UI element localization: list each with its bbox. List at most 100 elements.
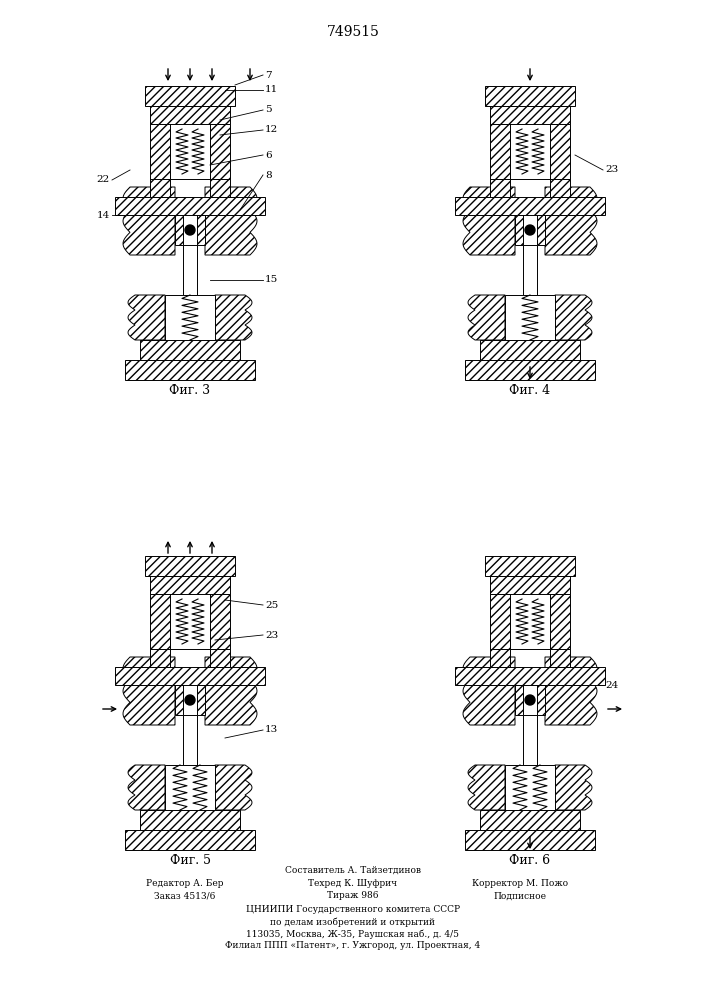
Polygon shape xyxy=(183,245,197,295)
Polygon shape xyxy=(210,594,230,649)
Polygon shape xyxy=(550,594,570,649)
Polygon shape xyxy=(537,215,545,245)
Polygon shape xyxy=(210,124,230,179)
Polygon shape xyxy=(480,810,580,830)
Text: 25: 25 xyxy=(265,600,279,609)
Polygon shape xyxy=(537,685,545,715)
Circle shape xyxy=(525,225,535,235)
Polygon shape xyxy=(128,295,165,340)
Polygon shape xyxy=(490,106,570,124)
Polygon shape xyxy=(165,765,215,810)
Text: Филиал ППП «Патент», г. Ужгород, ул. Проектная, 4: Филиал ППП «Патент», г. Ужгород, ул. Про… xyxy=(226,942,481,950)
Polygon shape xyxy=(140,810,240,830)
Text: Редактор А. Бер: Редактор А. Бер xyxy=(146,879,223,888)
Text: 11: 11 xyxy=(265,86,279,95)
Text: 15: 15 xyxy=(265,275,279,284)
Polygon shape xyxy=(150,124,170,179)
Polygon shape xyxy=(215,295,252,340)
Circle shape xyxy=(185,225,195,235)
Polygon shape xyxy=(150,649,170,667)
Polygon shape xyxy=(115,667,265,685)
Polygon shape xyxy=(515,685,523,715)
Polygon shape xyxy=(197,685,205,715)
Polygon shape xyxy=(455,197,605,215)
Polygon shape xyxy=(197,215,205,245)
Text: 5: 5 xyxy=(265,105,271,114)
Polygon shape xyxy=(523,245,537,295)
Text: Фиг. 4: Фиг. 4 xyxy=(510,383,551,396)
Polygon shape xyxy=(150,106,230,124)
Polygon shape xyxy=(210,649,230,667)
Polygon shape xyxy=(215,765,252,810)
Text: 22: 22 xyxy=(97,176,110,184)
Polygon shape xyxy=(463,657,515,725)
Text: 6: 6 xyxy=(265,150,271,159)
Polygon shape xyxy=(550,124,570,179)
Polygon shape xyxy=(150,594,170,649)
Circle shape xyxy=(185,695,195,705)
Polygon shape xyxy=(490,594,510,649)
Polygon shape xyxy=(545,187,597,255)
Text: Фиг. 6: Фиг. 6 xyxy=(510,854,551,866)
Text: 8: 8 xyxy=(265,170,271,180)
Polygon shape xyxy=(490,124,510,179)
Polygon shape xyxy=(183,715,197,765)
Polygon shape xyxy=(523,715,537,765)
Polygon shape xyxy=(545,657,597,725)
Polygon shape xyxy=(115,197,265,215)
Text: Тираж 986: Тираж 986 xyxy=(327,892,379,900)
Polygon shape xyxy=(125,830,255,850)
Polygon shape xyxy=(123,657,175,725)
Text: Заказ 4513/6: Заказ 4513/6 xyxy=(154,892,216,900)
Polygon shape xyxy=(210,179,230,197)
Polygon shape xyxy=(480,340,580,360)
Polygon shape xyxy=(128,765,165,810)
Text: 24: 24 xyxy=(605,680,618,690)
Text: Техред К. Шуфрич: Техред К. Шуфрич xyxy=(308,879,397,888)
Polygon shape xyxy=(555,295,592,340)
Circle shape xyxy=(525,695,535,705)
Polygon shape xyxy=(490,179,510,197)
Polygon shape xyxy=(550,649,570,667)
Polygon shape xyxy=(150,179,170,197)
Polygon shape xyxy=(165,295,215,340)
Polygon shape xyxy=(465,360,595,380)
Polygon shape xyxy=(140,340,240,360)
Polygon shape xyxy=(123,187,175,255)
Polygon shape xyxy=(205,187,257,255)
Text: 23: 23 xyxy=(605,165,618,174)
Text: 23: 23 xyxy=(265,631,279,640)
Polygon shape xyxy=(175,685,183,715)
Text: Фиг. 5: Фиг. 5 xyxy=(170,854,211,866)
Polygon shape xyxy=(468,295,505,340)
Polygon shape xyxy=(515,215,523,245)
Polygon shape xyxy=(455,667,605,685)
Text: ЦНИИПИ Государственного комитета СССР: ЦНИИПИ Государственного комитета СССР xyxy=(246,906,460,914)
Polygon shape xyxy=(510,576,550,649)
Polygon shape xyxy=(170,106,210,179)
Text: Фиг. 3: Фиг. 3 xyxy=(170,383,211,396)
Text: Корректор М. Пожо: Корректор М. Пожо xyxy=(472,879,568,888)
Polygon shape xyxy=(510,106,550,179)
Text: 7: 7 xyxy=(265,70,271,80)
Text: 13: 13 xyxy=(265,726,279,734)
Polygon shape xyxy=(490,649,510,667)
Polygon shape xyxy=(550,179,570,197)
Polygon shape xyxy=(465,830,595,850)
Polygon shape xyxy=(485,556,575,576)
Polygon shape xyxy=(205,657,257,725)
Text: 749515: 749515 xyxy=(327,25,380,39)
Polygon shape xyxy=(468,765,505,810)
Text: Составитель А. Тайзетдинов: Составитель А. Тайзетдинов xyxy=(285,865,421,874)
Polygon shape xyxy=(490,576,570,594)
Text: 14: 14 xyxy=(97,211,110,220)
Polygon shape xyxy=(125,360,255,380)
Text: 113035, Москва, Ж-35, Раушская наб., д. 4/5: 113035, Москва, Ж-35, Раушская наб., д. … xyxy=(247,929,460,939)
Polygon shape xyxy=(145,86,235,106)
Polygon shape xyxy=(150,576,230,594)
Polygon shape xyxy=(463,187,515,255)
Polygon shape xyxy=(505,765,555,810)
Polygon shape xyxy=(145,556,235,576)
Polygon shape xyxy=(555,765,592,810)
Text: по делам изобретений и открытий: по делам изобретений и открытий xyxy=(271,917,436,927)
